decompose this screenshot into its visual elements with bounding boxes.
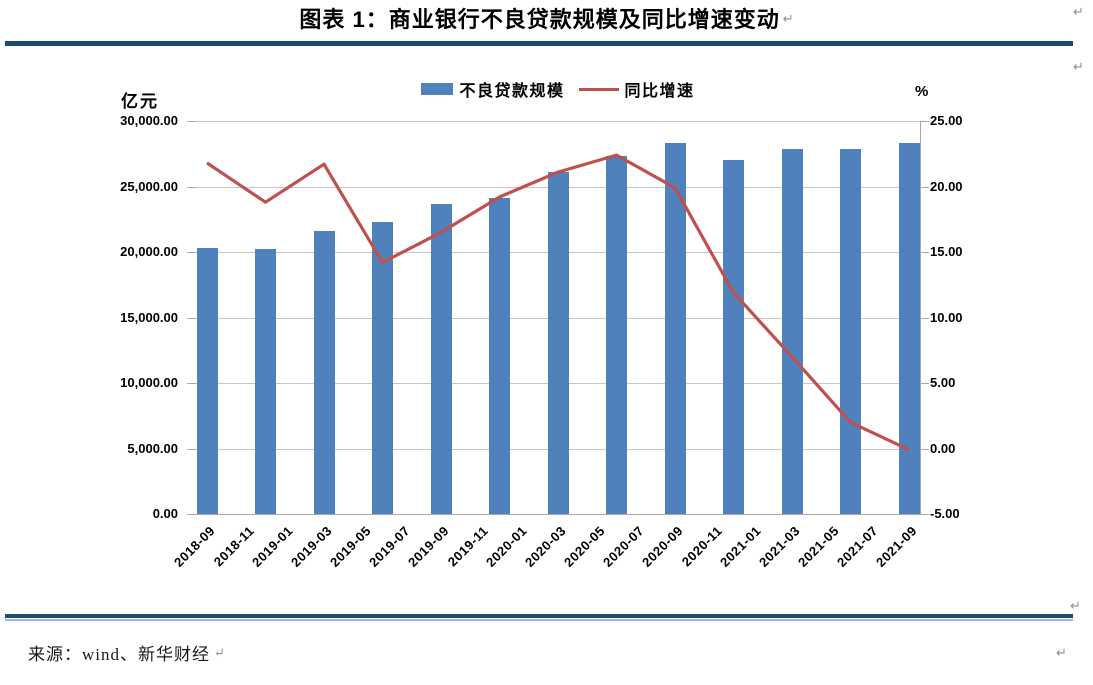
right-axis-tick-label: 15.00 [930,244,963,259]
right-axis-tick [920,252,929,253]
x-axis-tick-label: 2021-05 [794,523,842,570]
right-axis-tick [920,448,929,450]
source-text: 来源：wind、新华财经 [28,645,210,664]
left-axis-tick-label: 5,000.00 [127,440,178,456]
x-axis-tick-label: 2020-03 [521,523,569,570]
x-axis-tick-label: 2020-05 [560,523,608,570]
horizontal-rule-bottom [5,614,1073,618]
x-axis-tick-label: 2019-07 [365,523,413,570]
x-axis-tick-label: 2020-07 [599,523,647,570]
legend-label-bars: 不良贷款规模 [459,83,565,100]
bar-2021-03 [781,149,803,514]
bar-2018-09 [196,248,218,514]
bar-2019-06 [372,221,393,514]
x-axis-tick-label: 2020-11 [678,523,725,570]
bar-2019-09 [430,204,452,514]
horizontal-rule-top [5,41,1073,46]
left-axis-tick [187,252,196,253]
x-axis-tick-label: 2019-03 [287,523,335,570]
right-axis-tick [920,317,929,319]
left-axis-tick-label: 15,000.00 [120,309,178,325]
left-axis-tick-label: 10,000.00 [120,375,178,390]
x-axis-tick-label: 2020-09 [638,523,686,570]
x-axis-tick-label: 2021-07 [833,523,881,570]
legend-bar-swatch-icon [421,83,454,95]
legend-item-bars: 不良贷款规模 [421,77,564,101]
left-axis-tick [187,448,196,450]
right-axis-unit: % [915,83,929,100]
chart-title-row: 图表 1：商业银行不良贷款规模及同比增速变动 ↵ [0,2,1093,34]
page-title: 图表 1：商业银行不良贷款规模及同比增速变动 [299,7,780,32]
x-axis-tick-label: 2021-09 [872,523,920,570]
right-axis-tick [920,121,929,122]
x-axis-tick-label: 2019-09 [404,523,452,570]
x-axis-tick-label: 2021-03 [755,523,803,570]
right-axis-line [920,121,921,515]
right-axis-tick-label: 0.00 [930,440,956,456]
grid-line [196,121,920,122]
bar-2021-09 [898,143,920,514]
x-axis-tick-label: 2021-01 [716,523,764,570]
paragraph-mark-icon: ↵ [1056,645,1067,660]
bar-2019-12 [489,198,510,514]
paragraph-mark-icon: ↵ [1073,4,1084,19]
paragraph-mark-icon: ↵ [782,10,794,26]
right-axis-tick-label: 20.00 [930,178,963,194]
chart-legend: 不良贷款规模 同比增速 [196,77,920,101]
right-axis-tick [920,514,929,515]
legend-item-line: 同比增速 [578,77,695,101]
legend-label-line: 同比增速 [624,83,695,100]
x-axis-line [196,514,920,515]
bar-2019-03 [313,231,335,514]
left-axis-tick [187,317,196,319]
x-axis-tick-label: 2019-11 [444,523,491,570]
left-axis-tick [187,514,196,515]
bar-2020-03 [547,172,569,514]
x-axis-tick-label: 2019-05 [326,523,374,570]
x-axis-tick-label: 2020-01 [482,523,530,570]
right-axis-tick [920,186,929,188]
left-axis-tick-label: 20,000.00 [120,244,178,259]
left-axis-tick [187,121,196,122]
x-axis-tick-label: 2018-11 [210,523,257,570]
right-axis-tick-label: -5.00 [930,506,960,521]
source-line: 来源：wind、新华财经 ↵ [28,640,225,665]
paragraph-mark-icon: ↵ [214,645,225,660]
right-axis-tick-label: 25.00 [930,113,963,128]
right-axis-tick-label: 5.00 [930,375,956,390]
x-axis-tick-label: 2018-09 [170,523,218,570]
right-axis-tick [920,383,929,384]
bar-2020-12 [723,160,744,514]
right-axis-tick-label: 10.00 [930,309,963,325]
left-axis-tick [187,383,196,384]
left-axis-tick-label: 30,000.00 [120,113,178,128]
horizontal-rule-bottom-accent [5,619,1073,621]
bar-2018-12 [255,249,276,514]
x-axis-tick-label: 2019-01 [248,523,296,570]
left-axis-tick-label: 0.00 [152,506,178,521]
bar-2020-09 [664,142,686,514]
left-axis-tick [187,186,196,188]
legend-line-swatch-icon [578,87,619,91]
bar-2020-06 [606,155,627,514]
left-axis-unit: 亿元 [121,92,159,111]
left-axis-tick-label: 25,000.00 [120,178,178,194]
paragraph-mark-icon: ↵ [1070,598,1081,613]
bar-2021-06 [840,148,861,514]
paragraph-mark-icon: ↵ [1073,59,1084,74]
